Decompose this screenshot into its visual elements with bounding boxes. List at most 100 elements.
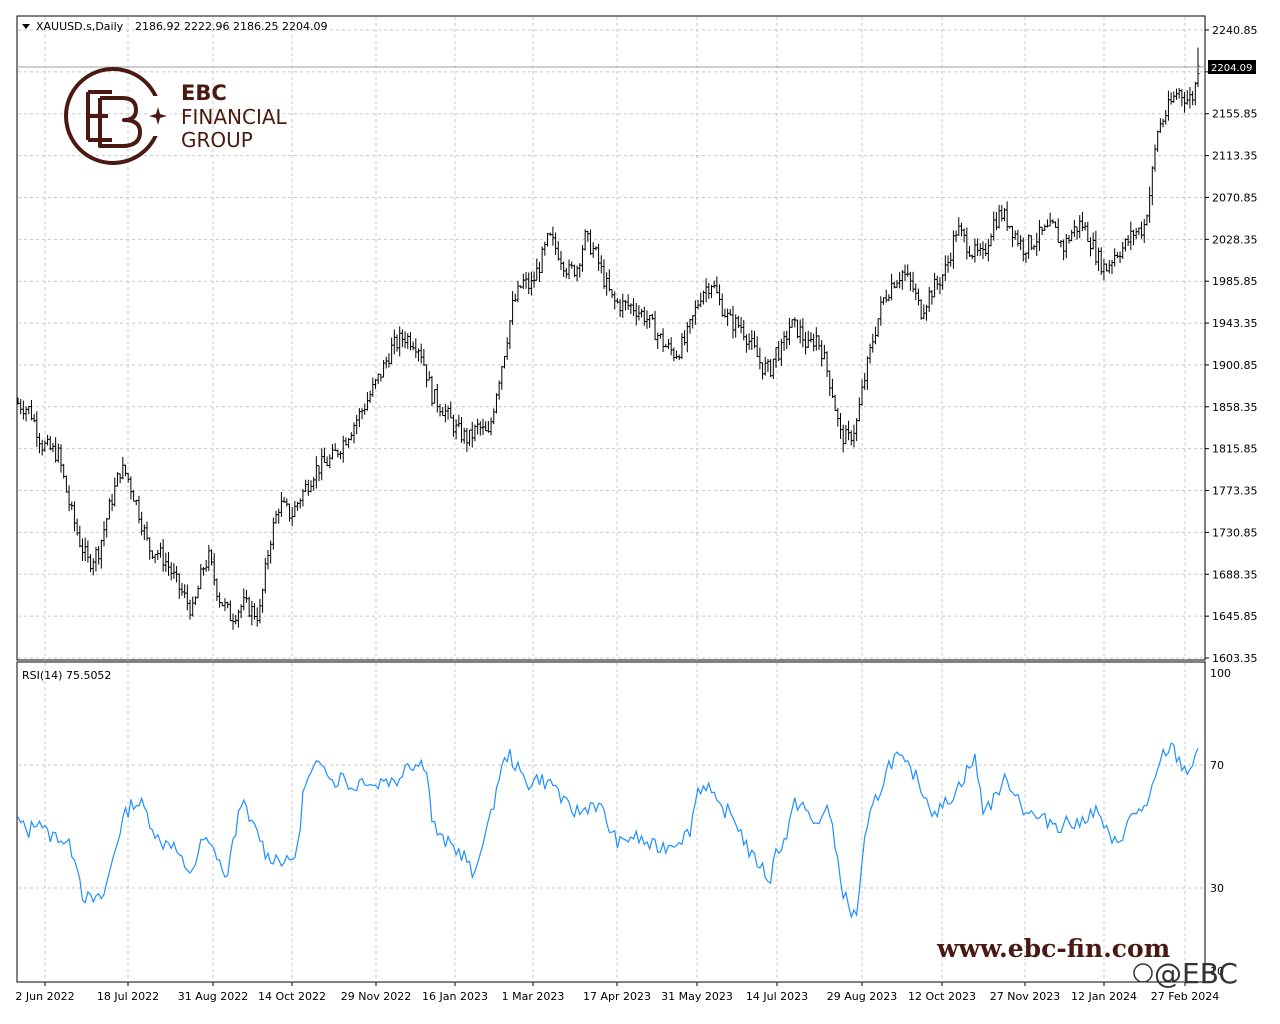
ohlc-bar: [223, 598, 227, 612]
ohlc-bar: [707, 283, 711, 299]
ohlc-bar: [640, 308, 644, 318]
ohlc-bar: [1099, 247, 1103, 275]
ohlc-bar: [1166, 90, 1170, 121]
ohlc-bar: [427, 371, 431, 381]
website-watermark: www.ebc-fin.com: [936, 934, 1170, 963]
ohlc-bar: [271, 517, 275, 550]
price-axis: 2240.85 2155.85 2113.35 2070.85 2028.35 1985.…: [1205, 24, 1258, 665]
ohlc-bar: [344, 437, 348, 446]
ohlc-bar: [1131, 229, 1135, 246]
ohlc-bar: [473, 424, 477, 442]
ohlc-bar: [580, 245, 584, 272]
ohlc-bar: [984, 243, 988, 257]
ohlc-bar: [132, 490, 136, 502]
ohlc-bar: [1164, 110, 1168, 125]
ohlc-bar: [1191, 90, 1195, 106]
ohlc-bar: [156, 549, 160, 560]
ohlc-bar: [650, 313, 654, 320]
ohlc-bar: [976, 238, 980, 257]
ohlc-bar: [968, 245, 972, 257]
price-bars: [16, 47, 1200, 630]
ohlc-bar: [180, 582, 184, 596]
ohlc-bar: [322, 447, 326, 464]
ohlc-bar: [357, 408, 361, 428]
ohlc-bar: [1126, 235, 1130, 246]
ohlc-bar: [83, 537, 87, 562]
ohlc-bar: [97, 546, 101, 565]
ohlc-bar: [384, 356, 388, 369]
last-ohlc-bar: [1196, 47, 1200, 84]
ohlc-bar: [836, 407, 840, 427]
ohlc-bar: [615, 298, 619, 304]
ohlc-bar: [1137, 227, 1141, 236]
ohlc-bar: [992, 211, 996, 241]
ohlc-bar: [959, 222, 963, 237]
ohlc-bar: [632, 298, 636, 316]
ohlc-bar: [701, 290, 705, 305]
ohlc-bar: [900, 270, 904, 290]
ohlc-bar: [376, 373, 380, 385]
ohlc-bar: [876, 318, 880, 338]
ohlc-bar: [411, 341, 415, 351]
time-tick-label: 29 Aug 2023: [827, 990, 897, 1003]
time-tick-label: 18 Jul 2022: [97, 990, 159, 1003]
ohlc-bar: [1045, 219, 1049, 228]
ohlc-bar: [1086, 221, 1090, 243]
ohlc-bar: [1123, 238, 1127, 252]
ohlc-bar: [806, 330, 810, 349]
ohlc-bar: [425, 364, 429, 388]
ohlc-bar: [884, 289, 888, 303]
ohlc-bar: [40, 439, 44, 456]
ohlc-bar: [715, 276, 719, 294]
ohlc-bar: [618, 299, 622, 318]
ohlc-bar: [1035, 232, 1039, 256]
ohlc-bar: [1105, 263, 1109, 272]
ohlc-bar: [564, 267, 568, 279]
ohlc-bar: [457, 414, 461, 428]
ohlc-bar: [347, 437, 351, 448]
ohlc-bar: [489, 417, 493, 436]
ohlc-bar: [508, 320, 512, 350]
logo-ring: [64, 67, 162, 165]
ohlc-bar: [32, 413, 36, 423]
ohlc-bar: [226, 601, 230, 609]
ohlc-bar: [540, 246, 544, 274]
ohlc-bar: [371, 377, 375, 397]
ohlc-bar: [570, 261, 574, 269]
ohlc-bar: [269, 540, 273, 564]
ohlc-bar: [709, 285, 713, 299]
ohlc-bar: [607, 269, 611, 292]
time-tick-label: 1 Mar 2023: [502, 990, 565, 1003]
ohlc-bar: [29, 399, 33, 421]
ohlc-bar: [683, 330, 687, 346]
ohlc-bar: [1032, 244, 1036, 250]
ohlc-bar: [1158, 118, 1162, 134]
ohlc-bar: [1059, 239, 1063, 248]
ohlc-bar: [1156, 130, 1160, 152]
ohlc-bar: [191, 596, 195, 617]
ohlc-bar: [185, 584, 189, 611]
ohlc-bar: [852, 424, 856, 448]
ohlc-bar: [263, 557, 267, 594]
ohlc-bar: [892, 281, 896, 289]
ohlc-bar: [441, 406, 445, 417]
ohlc-bar: [148, 537, 152, 560]
ohlc-bar: [478, 421, 482, 436]
price-tick-label: 1900.85: [1212, 359, 1258, 372]
price-tick-label: 2113.35: [1212, 150, 1258, 163]
ohlc-bar: [403, 331, 407, 349]
ohlc-bar: [554, 232, 558, 256]
ohlc-bar: [804, 332, 808, 355]
ohlc-bar: [250, 600, 254, 626]
ohlc-bar: [669, 337, 673, 356]
ohlc-bar: [1043, 224, 1047, 231]
ohlc-bar: [898, 272, 902, 289]
ohlc-bar: [387, 353, 391, 368]
chevron-down-icon[interactable]: [22, 24, 30, 29]
ohlc-bar: [110, 493, 114, 512]
time-tick-label: 29 Nov 2022: [341, 990, 411, 1003]
ohlc-bar: [814, 327, 818, 351]
ohlc-bar: [454, 419, 458, 440]
ohlc-bar: [153, 554, 157, 564]
